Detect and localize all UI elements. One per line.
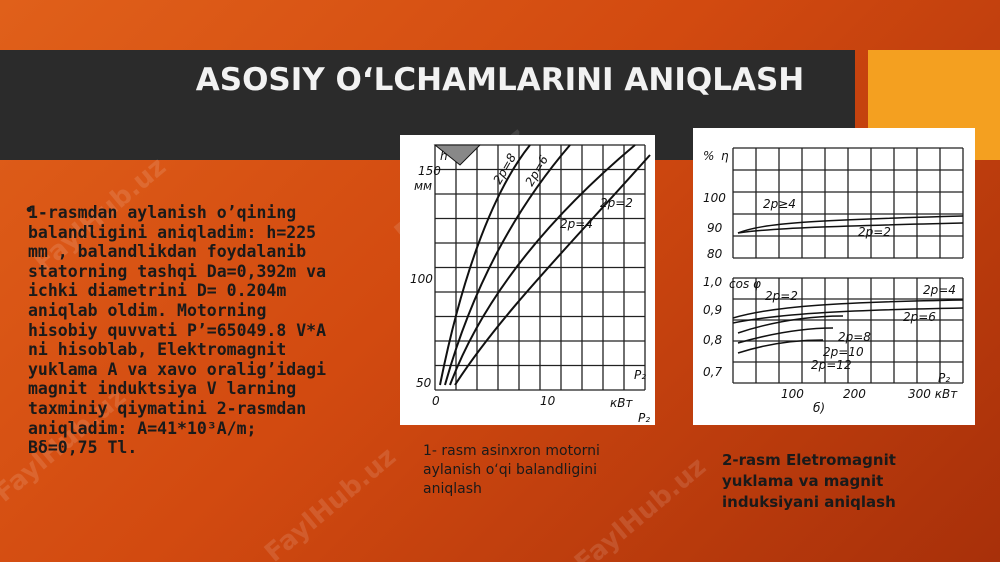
label: 100 — [410, 272, 433, 286]
title: ASOSIY O‘LCHAMLARINI ANIQLASH — [195, 62, 805, 98]
label: 2p=2 — [600, 196, 633, 210]
label: 2p=6 — [903, 310, 936, 324]
label: 2p≥4 — [763, 197, 796, 211]
body-line: aniqlab oldim. Motorning — [28, 300, 267, 320]
body-line: balandligini aniqladim: h=225 — [28, 222, 317, 242]
label: 300 кВт — [908, 387, 958, 401]
label: 2p=10 — [823, 345, 864, 359]
label: η — [721, 149, 729, 163]
body-line: hisobiy quvvati P’=65049.8 V*A — [28, 320, 327, 340]
label: 100 — [781, 387, 804, 401]
body-line: ni hisoblab, Elektromagnit — [28, 340, 287, 360]
bullet: • — [24, 200, 35, 221]
label: P₂ — [938, 371, 950, 385]
body-line: 1-rasmdan aylanish o’qining — [28, 203, 297, 222]
label: 0 — [432, 394, 440, 408]
label: 150 — [418, 164, 441, 178]
caption-line: induksiyani aniqlash — [722, 493, 896, 511]
label: мм — [414, 179, 432, 193]
figure-1: 150 h мм 100 50 0 10 кВт P₂ P₂ 2p=8 2p=6… — [400, 135, 655, 425]
caption-line: 2-rasm Eletromagnit — [722, 451, 896, 469]
caption-line: aylanish o‘qi balandligini — [423, 462, 597, 478]
label: 0,9 — [703, 303, 722, 317]
body-line: yuklama A va xavo oralig’idagi — [28, 359, 327, 379]
caption-1: 1- rasm asinxron motorni aylanish o‘qi ba… — [423, 442, 600, 499]
caption-line: yuklama va magnit — [722, 472, 884, 490]
body-line: statorning tashqi Da=0,392m va — [28, 261, 327, 281]
label: 0,7 — [703, 365, 722, 379]
label: 2p=12 — [811, 358, 852, 372]
label: кВт — [610, 396, 633, 410]
label: cos φ — [729, 277, 761, 291]
watermark: FaylHub.uz — [259, 441, 403, 562]
body-line: mm , balandlikdan foydalanib — [28, 242, 307, 262]
label: P₂ — [634, 368, 646, 382]
label: 80 — [707, 247, 723, 261]
label: 90 — [707, 221, 723, 235]
body-line: ichki diametrini D= 0.204m — [28, 281, 287, 301]
label: 100 — [703, 191, 726, 205]
body-text: 1-rasmdan aylanish o’qining balandligini … — [28, 203, 326, 458]
label: 2p=4 — [560, 217, 593, 231]
label: 50 — [416, 376, 432, 390]
label: 2p=8 — [838, 330, 871, 344]
body-line: taxminiy qiymatini 2-rasmdan — [28, 398, 307, 418]
caption-2: 2-rasm Eletromagnit yuklama va magnit indu… — [722, 450, 896, 513]
label: 2p=2 — [765, 289, 798, 303]
body-line: aniqladim: A=41*10³A/m; — [28, 418, 257, 438]
label: б) — [813, 401, 825, 415]
caption-line: aniqlash — [423, 481, 482, 497]
figure-2: % η 100 90 80 2p≥4 2p=2 1,0 cos φ 0,9 0,… — [693, 128, 975, 425]
label: 2p=4 — [923, 283, 956, 297]
label: P₂ — [638, 411, 650, 425]
label: 200 — [843, 387, 866, 401]
body-line: magnit induktsiya V larning — [28, 379, 297, 399]
label: 1,0 — [703, 275, 722, 289]
label: 10 — [540, 394, 556, 408]
label: h — [440, 149, 448, 163]
caption-line: 1- rasm asinxron motorni — [423, 443, 600, 459]
body-line: Bδ=0,75 Tl. — [28, 438, 138, 458]
label: 2p=2 — [858, 225, 891, 239]
label: % — [703, 149, 714, 163]
label: 0,8 — [703, 333, 722, 347]
